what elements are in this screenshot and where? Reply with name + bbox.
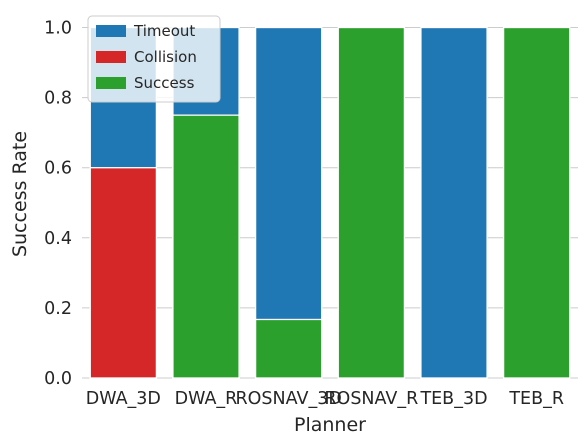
y-tick-label: 0.6 (44, 159, 72, 179)
y-tick-labels: 0.0 0.2 0.4 0.6 0.8 1.0 (44, 19, 72, 389)
y-tick-label: 0.4 (44, 229, 72, 249)
bar-success-dwa-r (172, 114, 240, 379)
legend-label-timeout: Timeout (133, 22, 195, 40)
y-tick-label: 1.0 (44, 19, 72, 39)
x-tick-label: ROSNAV_3D (236, 389, 342, 409)
bar-success-teb-r (502, 26, 571, 379)
x-tick-label: TEB_3D (419, 389, 487, 409)
bar-collision-dwa-3d (89, 167, 158, 379)
x-tick-label: ROSNAV_R (324, 389, 418, 409)
y-tick-label: 0.2 (44, 299, 72, 319)
legend: Timeout Collision Success (87, 15, 221, 103)
bar-success-rosnav-3d (254, 318, 323, 379)
y-tick-label: 0.8 (44, 89, 72, 109)
legend-swatch-success (96, 77, 126, 89)
y-axis-label: Success Rate (9, 131, 31, 257)
legend-label-success: Success (134, 74, 195, 92)
legend-swatch-collision (96, 51, 126, 63)
legend-swatch-timeout (96, 25, 126, 37)
grid-lines (82, 27, 578, 379)
legend-label-collision: Collision (134, 48, 197, 66)
x-tick-label: DWA_3D (86, 389, 161, 409)
bar-success-rosnav-r (337, 26, 406, 379)
y-tick-label: 0.0 (44, 369, 72, 389)
bar-timeout-teb-3d (420, 26, 488, 379)
x-tick-label: TEB_R (508, 389, 564, 409)
x-axis-label: Planner (294, 414, 366, 436)
x-tick-label: DWA_R (175, 389, 238, 409)
